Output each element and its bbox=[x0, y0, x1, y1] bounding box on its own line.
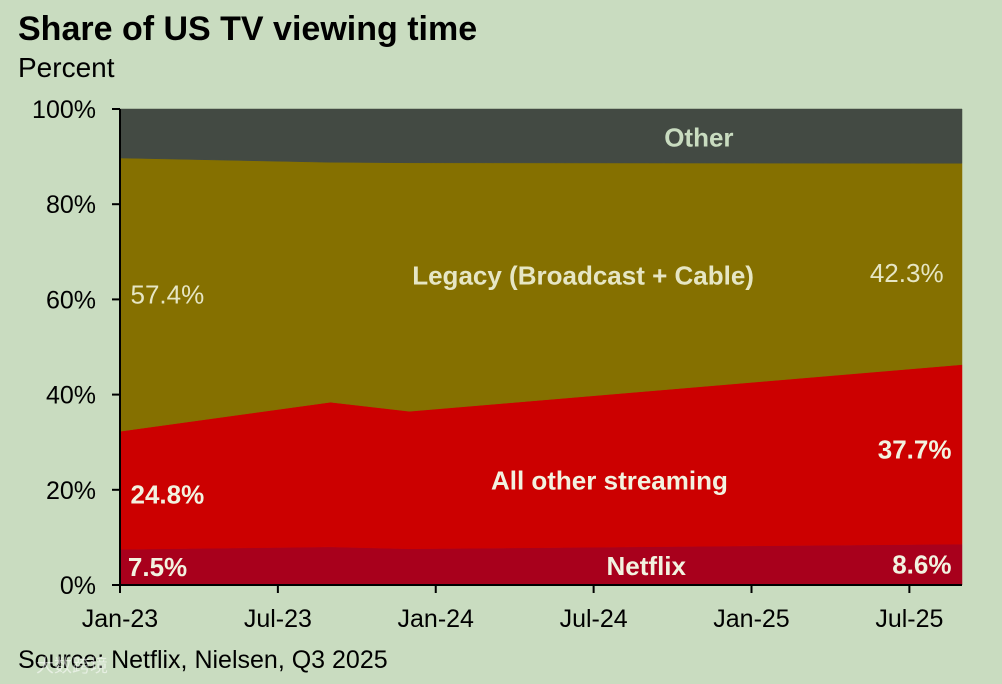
axes-group: 0% 20% 40% 60% 80% 100% Jan-23 Jul-23 Jan-24 Jul-… bbox=[32, 96, 962, 633]
x-tick-label: Jul-23 bbox=[244, 605, 312, 633]
y-tick-label: 80% bbox=[46, 191, 96, 219]
y-tick-label: 0% bbox=[60, 572, 96, 600]
y-tick-label: 100% bbox=[32, 96, 96, 124]
label-legacy-broadcast-cable-value: 42.3% bbox=[870, 258, 944, 288]
x-tick-label: Jul-24 bbox=[560, 605, 628, 633]
label-all-other-streaming-value: 24.8% bbox=[131, 480, 205, 510]
label-netflix-value: 8.6% bbox=[892, 550, 951, 580]
y-tick-label: 40% bbox=[46, 382, 96, 410]
area-netflix bbox=[119, 543, 963, 586]
label-netflix-name: Netflix bbox=[607, 551, 687, 581]
x-tick-label: Jan-25 bbox=[713, 605, 789, 633]
label-other-name: Other bbox=[664, 123, 733, 153]
y-tick-label: 20% bbox=[46, 477, 96, 505]
chart-subtitle: Percent bbox=[18, 52, 115, 83]
source-note: Source: Netflix, Nielsen, Q3 2025 bbox=[18, 646, 388, 674]
area-series-group bbox=[119, 108, 963, 586]
area-other bbox=[119, 108, 963, 164]
data-labels-group: 7.5% Netflix 8.6% 24.8% All other streaming 3… bbox=[128, 123, 952, 583]
x-tick-label: Jul-25 bbox=[875, 605, 943, 633]
label-all-other-streaming-name: All other streaming bbox=[491, 465, 728, 495]
label-netflix-value: 7.5% bbox=[128, 552, 187, 582]
x-tick-label: Jan-23 bbox=[82, 605, 158, 633]
label-all-other-streaming-value: 37.7% bbox=[878, 434, 952, 464]
chart-title: Share of US TV viewing time bbox=[18, 10, 477, 48]
label-legacy-broadcast-cable-name: Legacy (Broadcast + Cable) bbox=[412, 261, 754, 291]
watermark: 大数跨境 bbox=[36, 656, 108, 676]
label-legacy-broadcast-cable-value: 57.4% bbox=[131, 280, 205, 310]
y-tick-label: 60% bbox=[46, 286, 96, 314]
x-tick-label: Jan-24 bbox=[398, 605, 475, 633]
